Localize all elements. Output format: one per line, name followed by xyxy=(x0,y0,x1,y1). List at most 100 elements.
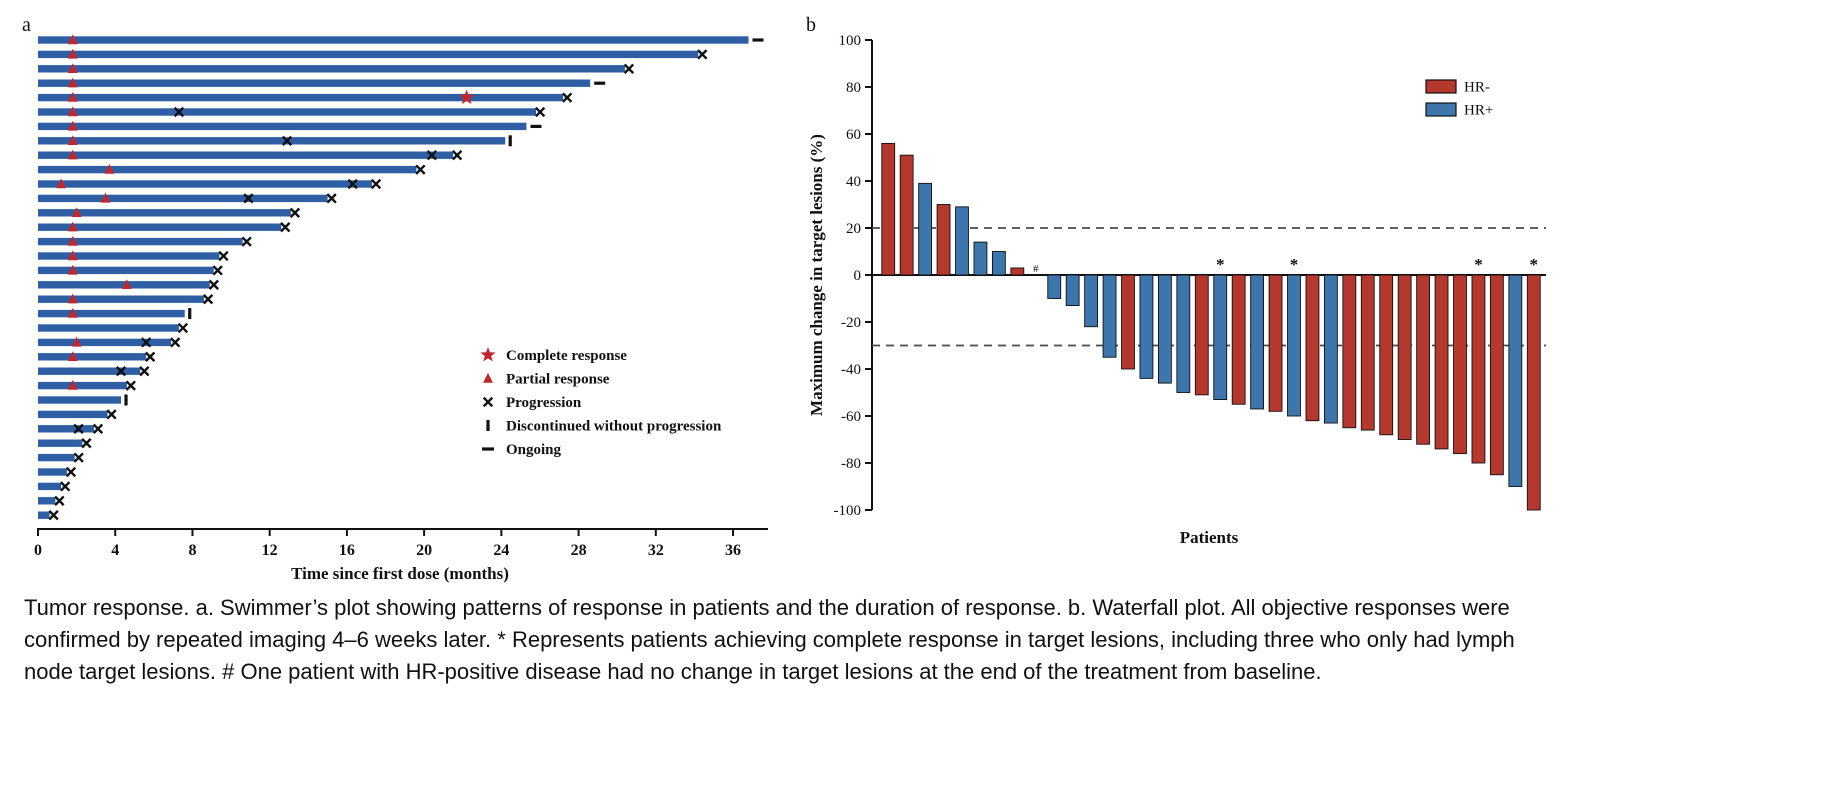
legend-item-label: Ongoing xyxy=(506,442,562,458)
swimmer-bar xyxy=(38,396,122,404)
waterfall-bar xyxy=(1121,274,1135,370)
x-tick-label: 24 xyxy=(493,542,509,559)
progression-x-icon xyxy=(426,150,438,161)
swimmer-bar xyxy=(38,497,56,505)
y-tick-label: 60 xyxy=(846,127,861,143)
swimmer-bar xyxy=(38,453,75,462)
complete-response-star-icon xyxy=(480,347,496,362)
waterfall-bar xyxy=(1508,274,1523,487)
x-tick-label: 0 xyxy=(34,542,42,559)
swimmer-panel: 0 4 8 12 16 20 24 28 32 36 Time since first dose (… xyxy=(14,8,776,584)
progression-x-icon xyxy=(92,423,104,434)
swimmer-bar xyxy=(38,468,67,476)
y-tick-label: -20 xyxy=(841,315,861,331)
swimmer-bar xyxy=(38,425,94,433)
waterfall-bar xyxy=(1453,274,1467,455)
y-tick-label: 0 xyxy=(854,268,862,284)
progression-x-icon xyxy=(534,106,546,118)
waterfall-bar xyxy=(1434,274,1449,450)
waterfall-bar xyxy=(918,182,933,276)
partial-response-triangle-icon xyxy=(67,135,78,145)
partial-response-triangle-icon xyxy=(67,380,78,390)
y-tick-label: -60 xyxy=(841,409,861,425)
partial-response-triangle-icon xyxy=(67,264,78,275)
swimmer-bar xyxy=(38,122,527,131)
x-tick-label: 28 xyxy=(571,542,587,559)
waterfall-bar xyxy=(899,154,914,276)
progression-x-icon xyxy=(140,337,152,348)
x-tick-label: 4 xyxy=(111,542,119,559)
swimmer-bar xyxy=(38,324,179,332)
swimmer-bar xyxy=(38,65,625,73)
partial-response-triangle-icon xyxy=(67,236,78,246)
waterfall-bar xyxy=(1231,274,1246,405)
waterfall-bar xyxy=(1213,274,1228,401)
partial-response-triangle-icon xyxy=(56,178,67,189)
waterfall-bar xyxy=(1489,274,1504,476)
swimmer-bar xyxy=(38,252,220,260)
waterfall-bar xyxy=(881,142,896,276)
progression-x-icon xyxy=(139,366,150,377)
x-tick-label: 32 xyxy=(648,542,664,559)
swimmer-bar xyxy=(38,511,50,519)
progression-x-icon xyxy=(73,452,84,463)
partial-response-triangle-icon xyxy=(67,48,78,59)
waterfall-bar xyxy=(1194,274,1209,396)
progression-x-icon xyxy=(451,150,463,161)
waterfall-bar xyxy=(1526,274,1541,511)
legend-swatch xyxy=(1425,79,1457,94)
waterfall-bar xyxy=(1047,274,1062,299)
swimmer-bar xyxy=(38,353,147,361)
progression-x-icon xyxy=(125,380,136,391)
waterfall-bar xyxy=(1323,274,1338,424)
y-tick-label: -100 xyxy=(834,503,862,519)
waterfall-bar xyxy=(936,204,951,276)
partial-response-triangle-icon xyxy=(67,250,78,261)
swimmer-bar xyxy=(38,79,591,87)
swimmer-bar xyxy=(38,281,210,289)
partial-response-triangle-icon xyxy=(67,351,78,361)
partial-response-triangle-icon xyxy=(67,221,78,232)
progression-x-icon xyxy=(697,49,708,60)
complete-response-asterisk: * xyxy=(1474,255,1483,274)
waterfall-bar xyxy=(1084,274,1099,328)
partial-response-triangle-icon xyxy=(483,372,493,383)
figure-caption: Tumor response. a. Swimmer’s plot showin… xyxy=(24,595,1515,684)
partial-response-triangle-icon xyxy=(67,77,78,88)
progression-x-icon xyxy=(81,438,92,449)
progression-x-icon xyxy=(212,265,223,276)
waterfall-bar xyxy=(991,251,1006,276)
waterfall-bar xyxy=(1065,274,1080,306)
progression-x-icon xyxy=(208,279,219,290)
partial-response-triangle-icon xyxy=(67,149,78,160)
swimmer-bar xyxy=(38,295,205,303)
swimmer-bar xyxy=(38,209,291,217)
waterfall-bar xyxy=(973,241,988,276)
y-tick-label: 100 xyxy=(839,33,862,49)
progression-x-icon xyxy=(54,495,65,506)
legend-item-label: HR+ xyxy=(1464,103,1493,119)
progression-x-icon xyxy=(561,92,573,103)
legend-swatch xyxy=(1425,102,1457,117)
legend-item-label: Partial response xyxy=(506,372,610,388)
partial-response-triangle-icon xyxy=(67,92,78,102)
progression-x-icon xyxy=(173,106,185,118)
swimmer-bar xyxy=(38,165,417,174)
progression-x-icon xyxy=(170,337,181,348)
complete-response-asterisk: * xyxy=(1530,255,1539,274)
no-change-hash: # xyxy=(1033,263,1039,275)
y-tick-label: 40 xyxy=(846,174,861,190)
swimmer-bar xyxy=(38,410,108,419)
progression-x-icon xyxy=(144,351,156,362)
complete-response-asterisk: * xyxy=(1290,255,1299,274)
waterfall-bar xyxy=(1379,274,1394,436)
progression-x-icon xyxy=(370,178,382,190)
partial-response-triangle-icon xyxy=(67,106,78,117)
y-tick-label: -80 xyxy=(841,456,861,472)
waterfall-bar xyxy=(1397,274,1412,440)
panel-a-label: a xyxy=(22,14,31,36)
waterfall-bar xyxy=(1305,274,1320,422)
swimmer-plot: 0 4 8 12 16 20 24 28 32 36 Time since first dose (… xyxy=(34,34,768,583)
progression-x-icon xyxy=(326,193,337,204)
progression-x-icon xyxy=(243,193,254,204)
